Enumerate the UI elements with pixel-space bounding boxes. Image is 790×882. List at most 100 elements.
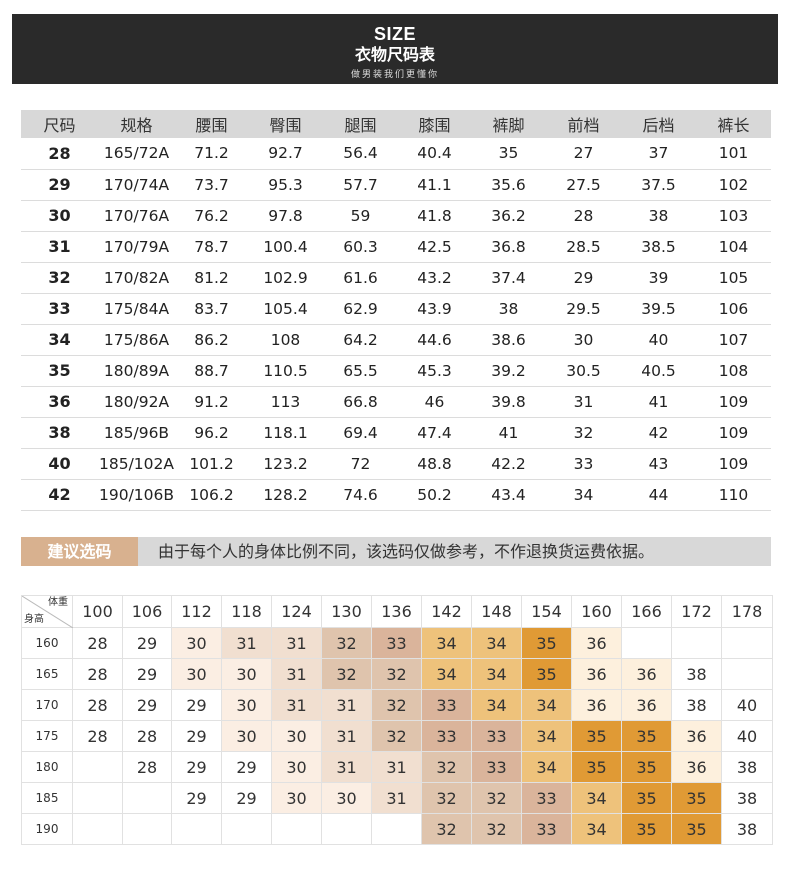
size-value-cell: 31 [546,386,621,418]
size-value-cell: 43.4 [471,479,546,511]
size-value-cell: 37.4 [471,262,546,294]
title-cn: 衣物尺码表 [354,45,435,64]
recommend-size-cell: 28 [122,720,172,752]
recommend-size-cell: 33 [421,689,472,721]
size-value-cell: 92.7 [248,138,323,170]
size-value-cell: 56.4 [323,138,398,170]
recommend-size-cell: 30 [221,658,272,690]
table-row: 40 185/102A 101.2 123.2 72 48.8 42.2 33 43 109 [21,448,771,480]
recommend-size-cell: 36 [571,689,622,721]
size-value-cell: 41 [471,417,546,449]
weight-header-cell: 178 [721,595,773,628]
table-row: 32 170/82A 81.2 102.9 61.6 43.2 37.4 29 39 105 [21,262,771,294]
size-value-cell: 128.2 [248,479,323,511]
size-value-cell: 170/82A [98,262,175,294]
size-code-cell: 33 [21,293,98,325]
size-value-cell: 97.8 [248,200,323,232]
table-row: 38 185/96B 96.2 118.1 69.4 47.4 41 32 42 109 [21,417,771,449]
weight-header-cell: 166 [621,595,672,628]
recommend-size-cell: 32 [371,720,422,752]
size-code-cell: 40 [21,448,98,480]
recommend-size-cell: 30 [271,751,322,783]
table-row: 170 28 29 29 30 31 31 32 33 34 34 36 36 38 40 [21,689,773,721]
weight-header-cell: 136 [371,595,422,628]
recommend-size-cell: 31 [371,751,422,783]
size-code-cell: 35 [21,355,98,387]
recommend-size-cell: 31 [321,689,372,721]
recommend-size-cell: 38 [721,751,773,783]
recommend-size-cell: 34 [421,658,472,690]
weight-header-cell: 130 [321,595,372,628]
size-value-cell: 175/86A [98,324,175,356]
recommend-size-cell: 35 [621,720,672,752]
size-code-cell: 28 [21,138,98,170]
size-value-cell: 71.2 [175,138,248,170]
recommend-size-cell: 30 [171,658,222,690]
recommend-size-cell: 35 [521,658,572,690]
weight-header-cell: 124 [271,595,322,628]
size-value-cell: 66.8 [323,386,398,418]
size-value-cell: 62.9 [323,293,398,325]
size-value-cell: 110 [696,479,771,511]
size-value-cell: 101.2 [175,448,248,480]
recommend-size-cell: 34 [571,813,622,845]
size-value-cell: 38 [471,293,546,325]
size-value-cell: 190/106B [98,479,175,511]
size-value-cell: 95.3 [248,169,323,201]
size-table-header: 尺码 规格 腰围 臀围 腿围 膝围 裤脚 前档 后档 裤长 [21,110,771,138]
size-value-cell: 106.2 [175,479,248,511]
size-value-cell: 57.7 [323,169,398,201]
recommend-size-cell [72,782,123,814]
table-row: 28 165/72A 71.2 92.7 56.4 40.4 35 27 37 101 [21,138,771,170]
recommend-size-cell: 33 [471,720,522,752]
size-code-cell: 30 [21,200,98,232]
header-banner: SIZE 衣物尺码表 做男装我们更懂你 [12,14,778,84]
size-value-cell: 60.3 [323,231,398,263]
size-value-cell: 105.4 [248,293,323,325]
weight-header-cell: 172 [671,595,722,628]
size-value-cell: 123.2 [248,448,323,480]
recommend-size-cell: 29 [221,782,272,814]
size-value-cell: 61.6 [323,262,398,294]
size-value-cell: 108 [696,355,771,387]
size-value-cell: 40.5 [621,355,696,387]
size-value-cell: 38.5 [621,231,696,263]
size-value-cell: 185/102A [98,448,175,480]
recommend-size-cell: 35 [571,751,622,783]
size-value-cell: 41.8 [398,200,471,232]
size-value-cell: 102 [696,169,771,201]
table-row: 185 29 29 30 30 31 32 32 33 34 35 35 38 [21,782,773,814]
recommend-size-cell: 29 [171,689,222,721]
size-value-cell: 30.5 [546,355,621,387]
size-value-cell: 109 [696,448,771,480]
recommend-size-cell: 28 [72,627,123,659]
size-code-cell: 32 [21,262,98,294]
size-value-cell: 96.2 [175,417,248,449]
table-row: 30 170/76A 76.2 97.8 59 41.8 36.2 28 38 103 [21,200,771,232]
recommend-size-cell: 29 [221,751,272,783]
size-value-cell: 47.4 [398,417,471,449]
table-row: 33 175/84A 83.7 105.4 62.9 43.9 38 29.5 39.5 106 [21,293,771,325]
recommend-size-cell: 38 [671,658,722,690]
size-value-cell: 43.2 [398,262,471,294]
size-value-cell: 103 [696,200,771,232]
size-header-cell: 规格 [98,110,175,138]
recommend-size-cell [122,782,172,814]
table-row: 160 28 29 30 31 31 32 33 34 34 35 36 [21,627,773,659]
recommend-size-cell: 29 [171,720,222,752]
size-header-cell: 前档 [546,110,621,138]
weight-header-cell: 100 [72,595,123,628]
size-value-cell: 37 [621,138,696,170]
recommend-size-cell: 33 [521,813,572,845]
size-value-cell: 35 [471,138,546,170]
recommend-size-cell: 32 [421,751,472,783]
size-value-cell: 34 [546,479,621,511]
recommend-size-cell: 31 [221,627,272,659]
size-code-cell: 42 [21,479,98,511]
size-value-cell: 42 [621,417,696,449]
recommend-size-cell [171,813,222,845]
recommend-size-cell: 31 [321,720,372,752]
recommend-size-cell [72,813,123,845]
size-value-cell: 105 [696,262,771,294]
recommend-size-cell: 36 [621,658,672,690]
